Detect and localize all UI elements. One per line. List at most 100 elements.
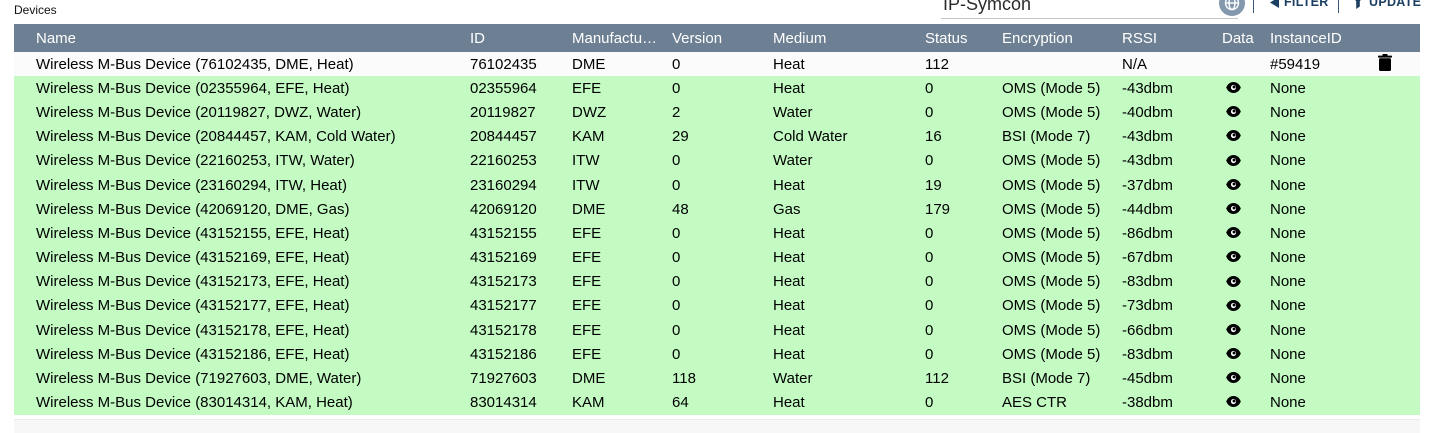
eye-icon[interactable] — [1226, 177, 1241, 194]
device-row[interactable]: Wireless M-Bus Device (02355964, EFE, He… — [14, 76, 1420, 101]
cell-instanceid: None — [1270, 124, 1377, 149]
cell-manufacturer: EFE — [572, 269, 672, 294]
cell-rssi: -83dbm — [1122, 269, 1222, 294]
eye-icon[interactable] — [1226, 153, 1241, 170]
eye-icon[interactable] — [1226, 104, 1241, 121]
cell-status: 0 — [925, 269, 1002, 294]
eye-icon[interactable] — [1226, 225, 1241, 242]
update-button[interactable]: UPDATE — [1352, 0, 1421, 12]
cell-instanceid: None — [1270, 342, 1377, 367]
cell-id: 43152177 — [470, 293, 572, 319]
cell-rssi: -43dbm — [1122, 124, 1222, 149]
column-header-manufacturer: Manufactu… — [572, 24, 672, 52]
trash-icon[interactable] — [1378, 53, 1392, 75]
column-header-encryption: Encryption — [1002, 24, 1122, 52]
cell-status: 0 — [925, 100, 1002, 125]
column-header-name: Name — [14, 24, 470, 52]
cell-id: 23160294 — [470, 172, 572, 198]
cell-version: 118 — [672, 366, 773, 391]
device-row[interactable]: Wireless M-Bus Device (20844457, KAM, Co… — [14, 124, 1420, 149]
cell-encryption: AES CTR — [1002, 390, 1122, 415]
column-header-action — [1377, 24, 1420, 52]
cell-data — [1222, 197, 1270, 222]
device-row[interactable]: Wireless M-Bus Device (71927603, DME, Wa… — [14, 366, 1420, 391]
cell-data — [1222, 172, 1270, 198]
cell-manufacturer: EFE — [572, 318, 672, 343]
cell-action — [1377, 221, 1420, 246]
device-row[interactable]: Wireless M-Bus Device (43152177, EFE, He… — [14, 293, 1420, 319]
cell-status: 179 — [925, 197, 1002, 222]
cell-medium: Water — [773, 366, 925, 391]
cell-manufacturer: EFE — [572, 342, 672, 367]
cell-id: 22160253 — [470, 148, 572, 173]
device-row[interactable]: Wireless M-Bus Device (22160253, ITW, Wa… — [14, 148, 1420, 173]
column-header-version: Version — [672, 24, 773, 52]
cell-medium: Heat — [773, 293, 925, 319]
globe-icon[interactable] — [1219, 0, 1245, 16]
eye-icon[interactable] — [1226, 249, 1241, 266]
cell-action — [1377, 197, 1420, 222]
device-row[interactable]: Wireless M-Bus Device (43152173, EFE, He… — [14, 269, 1420, 294]
cell-instanceid: None — [1270, 366, 1377, 391]
cell-manufacturer: EFE — [572, 221, 672, 246]
eye-icon[interactable] — [1226, 322, 1241, 339]
eye-icon[interactable] — [1226, 128, 1241, 145]
cell-data — [1222, 269, 1270, 294]
cell-instanceid: None — [1270, 148, 1377, 173]
cell-manufacturer: DWZ — [572, 100, 672, 125]
filter-button[interactable]: FILTER — [1270, 0, 1329, 12]
device-row[interactable]: Wireless M-Bus Device (76102435, DME, He… — [14, 52, 1420, 77]
device-row[interactable]: Wireless M-Bus Device (43152178, EFE, He… — [14, 318, 1420, 343]
cell-name: Wireless M-Bus Device (43152155, EFE, He… — [14, 221, 470, 246]
cell-manufacturer: DME — [572, 52, 672, 77]
cell-manufacturer: DME — [572, 366, 672, 391]
device-row[interactable]: Wireless M-Bus Device (43152186, EFE, He… — [14, 342, 1420, 367]
eye-icon[interactable] — [1226, 80, 1241, 97]
cell-action — [1377, 293, 1420, 319]
cell-action — [1377, 342, 1420, 367]
cell-manufacturer: ITW — [572, 148, 672, 173]
cell-medium: Heat — [773, 269, 925, 294]
cell-name: Wireless M-Bus Device (43152177, EFE, He… — [14, 293, 470, 319]
cell-encryption: OMS (Mode 5) — [1002, 342, 1122, 367]
filter-button-label: FILTER — [1284, 0, 1329, 9]
device-row[interactable]: Wireless M-Bus Device (42069120, DME, Ga… — [14, 197, 1420, 222]
cell-status: 16 — [925, 124, 1002, 149]
cell-instanceid: None — [1270, 245, 1377, 270]
device-row[interactable]: Wireless M-Bus Device (23160294, ITW, He… — [14, 172, 1420, 198]
cell-manufacturer: ITW — [572, 172, 672, 198]
cell-rssi: -38dbm — [1122, 390, 1222, 415]
device-row[interactable]: Wireless M-Bus Device (43152155, EFE, He… — [14, 221, 1420, 246]
cell-version: 48 — [672, 197, 773, 222]
eye-icon[interactable] — [1226, 394, 1241, 411]
cell-medium: Heat — [773, 342, 925, 367]
cell-data — [1222, 342, 1270, 367]
cell-encryption: BSI (Mode 7) — [1002, 366, 1122, 391]
instance-title-input[interactable]: IP-Symcon — [941, 0, 1238, 19]
device-row[interactable]: Wireless M-Bus Device (20119827, DWZ, Wa… — [14, 100, 1420, 125]
eye-icon[interactable] — [1226, 346, 1241, 363]
cell-encryption: OMS (Mode 5) — [1002, 148, 1122, 173]
device-row[interactable]: Wireless M-Bus Device (83014314, KAM, He… — [14, 390, 1420, 415]
eye-icon[interactable] — [1226, 370, 1241, 387]
cell-action — [1377, 76, 1420, 101]
cell-encryption — [1002, 52, 1122, 77]
cell-rssi: -44dbm — [1122, 197, 1222, 222]
cell-action — [1377, 318, 1420, 343]
cell-version: 0 — [672, 148, 773, 173]
cell-medium: Heat — [773, 221, 925, 246]
eye-icon[interactable] — [1226, 201, 1241, 218]
eye-icon[interactable] — [1226, 274, 1241, 291]
cell-version: 2 — [672, 100, 773, 125]
cell-action — [1377, 245, 1420, 270]
instance-title-value: IP-Symcon — [943, 0, 1032, 14]
cell-manufacturer: EFE — [572, 76, 672, 101]
cell-data — [1222, 221, 1270, 246]
cell-medium: Heat — [773, 318, 925, 343]
device-row[interactable]: Wireless M-Bus Device (43152169, EFE, He… — [14, 245, 1420, 270]
cell-rssi: -83dbm — [1122, 342, 1222, 367]
cell-encryption: OMS (Mode 5) — [1002, 269, 1122, 294]
eye-icon[interactable] — [1226, 298, 1241, 315]
cell-status: 112 — [925, 52, 1002, 77]
